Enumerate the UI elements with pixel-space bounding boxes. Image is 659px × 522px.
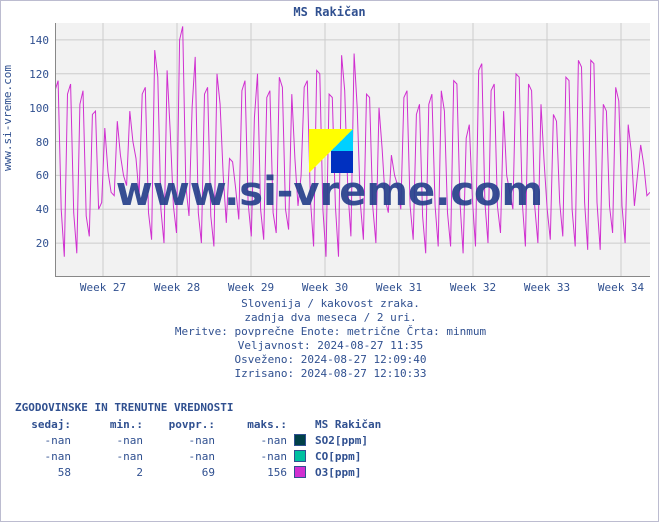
col-header-min: min.: bbox=[75, 418, 147, 431]
cell-swatch bbox=[291, 466, 313, 478]
cell-min: 2 bbox=[75, 466, 147, 479]
col-header-maks: maks.: bbox=[219, 418, 291, 431]
x-tick-label: Week 30 bbox=[302, 281, 348, 294]
y-tick-label: 40 bbox=[1, 203, 49, 216]
x-tick-label: Week 28 bbox=[154, 281, 200, 294]
x-tick-label: Week 31 bbox=[376, 281, 422, 294]
col-header-station: MS Rakičan bbox=[313, 418, 443, 431]
caption-block: Slovenija / kakovost zraka. zadnja dva m… bbox=[1, 297, 659, 381]
cell-series-label: O3[ppm] bbox=[313, 466, 443, 479]
cell-maks: 156 bbox=[219, 466, 291, 479]
y-tick-label: 60 bbox=[1, 169, 49, 182]
y-tick-label: 140 bbox=[1, 34, 49, 47]
table-row: -nan-nan-nan-nanCO[ppm] bbox=[15, 448, 443, 464]
table-row: 58269156 O3[ppm] bbox=[15, 464, 443, 480]
cell-series-label: CO[ppm] bbox=[313, 450, 443, 463]
caption-range: zadnja dva meseca / 2 uri. bbox=[1, 311, 659, 325]
x-tick-label: Week 27 bbox=[80, 281, 126, 294]
y-tick-label: 80 bbox=[1, 136, 49, 149]
y-axis-label: www.si-vreme.com bbox=[1, 65, 14, 171]
caption-drawn: Izrisano: 2024-08-27 12:10:33 bbox=[1, 367, 659, 381]
col-header-sedaj: sedaj: bbox=[15, 418, 75, 431]
cell-sedaj: 58 bbox=[15, 466, 75, 479]
cell-povpr: -nan bbox=[147, 450, 219, 463]
x-tick-label: Week 29 bbox=[228, 281, 274, 294]
cell-series-label: SO2[ppm] bbox=[313, 434, 443, 447]
caption-settings: Meritve: povprečne Enote: metrične Črta:… bbox=[1, 325, 659, 339]
chart-title: MS Rakičan bbox=[1, 1, 658, 19]
cell-maks: -nan bbox=[219, 450, 291, 463]
table-header-row: sedaj: min.: povpr.: maks.: MS Rakičan bbox=[15, 416, 443, 432]
caption-refresh: Osveženo: 2024-08-27 12:09:40 bbox=[1, 353, 659, 367]
table-row: -nan-nan-nan-nanSO2[ppm] bbox=[15, 432, 443, 448]
col-header-povpr: povpr.: bbox=[147, 418, 219, 431]
x-tick-label: Week 33 bbox=[524, 281, 570, 294]
x-tick-label: Week 32 bbox=[450, 281, 496, 294]
cell-maks: -nan bbox=[219, 434, 291, 447]
cell-min: -nan bbox=[75, 450, 147, 463]
cell-sedaj: -nan bbox=[15, 434, 75, 447]
cell-swatch bbox=[291, 434, 313, 446]
chart-svg bbox=[55, 23, 650, 277]
cell-povpr: -nan bbox=[147, 434, 219, 447]
caption-validity: Veljavnost: 2024-08-27 11:35 bbox=[1, 339, 659, 353]
table-title: ZGODOVINSKE IN TRENUTNE VREDNOSTI bbox=[15, 401, 443, 414]
x-tick-label: Week 34 bbox=[598, 281, 644, 294]
caption-source: Slovenija / kakovost zraka. bbox=[1, 297, 659, 311]
plot-area bbox=[55, 23, 650, 277]
cell-sedaj: -nan bbox=[15, 450, 75, 463]
cell-swatch bbox=[291, 450, 313, 462]
cell-povpr: 69 bbox=[147, 466, 219, 479]
cell-min: -nan bbox=[75, 434, 147, 447]
y-tick-label: 120 bbox=[1, 68, 49, 81]
y-tick-label: 20 bbox=[1, 237, 49, 250]
history-table: ZGODOVINSKE IN TRENUTNE VREDNOSTI sedaj:… bbox=[15, 401, 443, 480]
y-tick-label: 100 bbox=[1, 102, 49, 115]
